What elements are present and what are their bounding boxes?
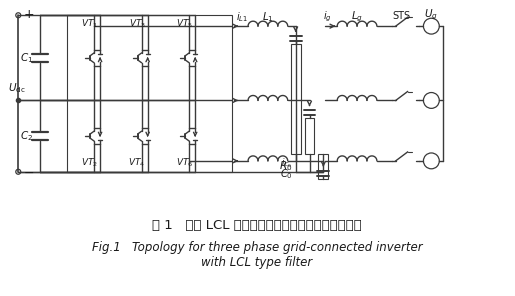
Text: $VT_2$: $VT_2$ — [81, 157, 98, 169]
Text: $C_1$: $C_1$ — [20, 51, 33, 65]
Text: $U_g$: $U_g$ — [424, 8, 438, 22]
Text: $VT_3$: $VT_3$ — [129, 18, 146, 30]
Text: +: + — [23, 8, 34, 21]
Text: Fig.1   Topology for three phase grid-connected inverter: Fig.1 Topology for three phase grid-conn… — [92, 241, 422, 254]
Text: $VT_6$: $VT_6$ — [176, 157, 194, 169]
Bar — [318, 154, 329, 179]
Text: $L_g$: $L_g$ — [351, 10, 363, 25]
Text: 图 1   基于 LCL 型滤波器的三相并网逆变器结构拓扑: 图 1 基于 LCL 型滤波器的三相并网逆变器结构拓扑 — [152, 219, 362, 232]
Text: $-$: $-$ — [23, 166, 35, 179]
Text: STS: STS — [392, 11, 410, 21]
Text: with LCL type filter: with LCL type filter — [201, 256, 313, 269]
Bar — [304, 118, 315, 154]
Text: $U_{\rm dc}$: $U_{\rm dc}$ — [8, 82, 26, 96]
Text: $i_{L1}$: $i_{L1}$ — [236, 10, 248, 24]
Text: $VT_5$: $VT_5$ — [176, 18, 193, 30]
Text: $L_1$: $L_1$ — [262, 10, 274, 24]
Bar — [67, 15, 232, 172]
Text: $C_2$: $C_2$ — [20, 129, 33, 143]
Bar — [290, 44, 301, 154]
Text: $i_{C_0}$: $i_{C_0}$ — [281, 156, 293, 170]
Text: $i_g$: $i_g$ — [323, 10, 332, 25]
Text: $C_0$: $C_0$ — [280, 167, 293, 181]
Text: $VT_4$: $VT_4$ — [129, 157, 146, 169]
Text: $VT_1$: $VT_1$ — [81, 18, 98, 30]
Text: $R_0$: $R_0$ — [279, 160, 293, 173]
